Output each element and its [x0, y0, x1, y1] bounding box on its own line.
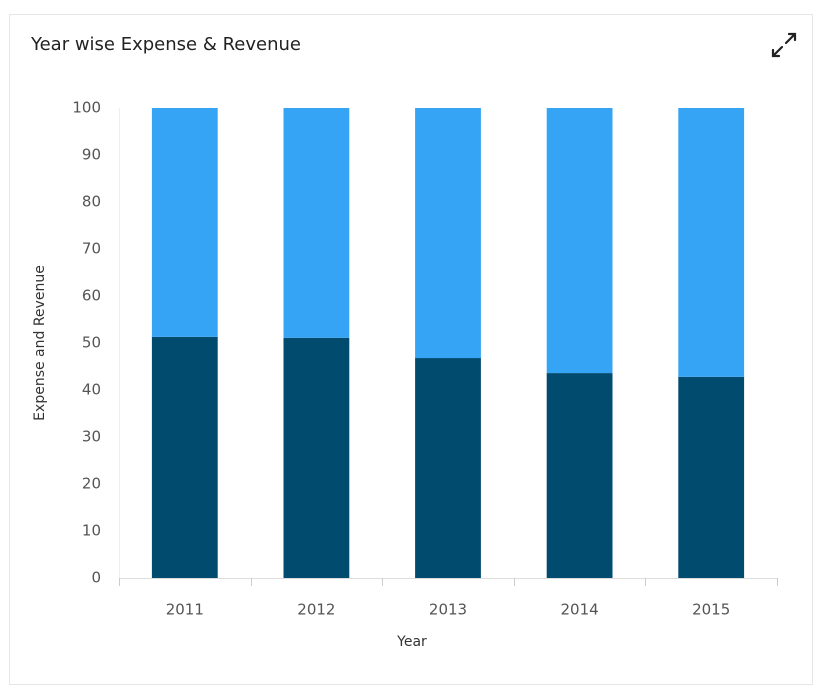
bar-segment [546, 108, 613, 374]
bar-segment [678, 108, 745, 377]
bar-segment [151, 336, 218, 578]
y-tick-label: 0 [91, 569, 101, 587]
y-tick-label: 20 [82, 475, 101, 493]
x-tick-label: 2014 [561, 601, 599, 619]
bar-segment [283, 108, 350, 338]
bar-segment [415, 108, 481, 359]
y-tick-label: 70 [82, 240, 101, 258]
x-tick-label: 2015 [692, 601, 730, 619]
bar-segment [151, 108, 218, 337]
x-tick-label: 2012 [297, 601, 335, 619]
y-tick-label: 90 [82, 146, 101, 164]
bar-segment [415, 358, 481, 578]
expand-icon[interactable] [771, 32, 797, 58]
y-tick-label: 40 [82, 381, 101, 399]
x-tick-label: 2011 [166, 601, 204, 619]
chart-title: Year wise Expense & Revenue [30, 34, 301, 55]
y-tick-label: 60 [82, 287, 101, 305]
x-axis-label: Year [396, 634, 427, 650]
y-tick-label: 50 [82, 334, 101, 352]
expand-arrow[interactable] [771, 45, 784, 58]
bar-segment [283, 337, 350, 578]
y-tick-label: 80 [82, 193, 101, 211]
y-tick-label: 10 [82, 522, 101, 540]
bar-segment [546, 373, 613, 578]
y-tick-label: 30 [82, 428, 101, 446]
x-tick-label: 2013 [429, 601, 467, 619]
y-axis-label: Expense and Revenue [32, 265, 48, 421]
bar-segment [678, 376, 745, 578]
expand-arrow[interactable] [784, 32, 797, 45]
y-tick-label: 100 [72, 99, 101, 117]
